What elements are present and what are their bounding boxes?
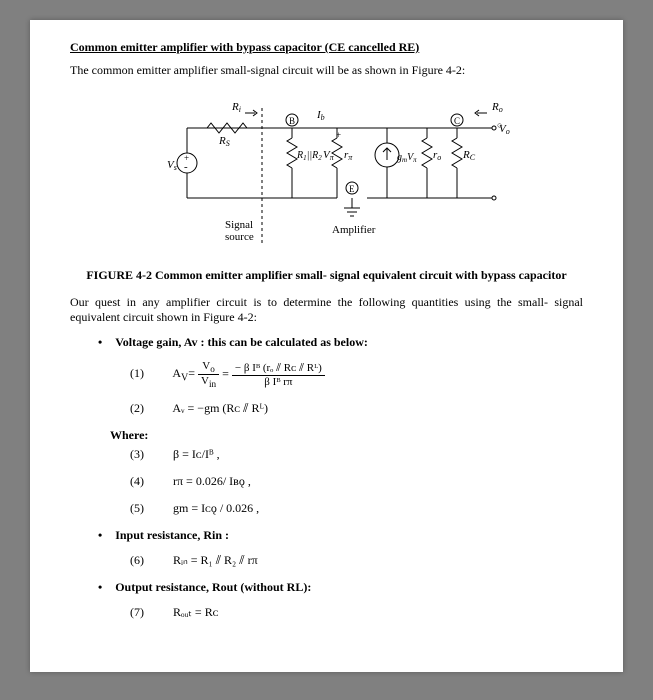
equation-7: (7) Rₒᵤₜ = Rᴄ — [130, 605, 583, 620]
equation-5: (5) gm = Iᴄǫ / 0.026 , — [130, 501, 583, 516]
svg-text:+: + — [336, 130, 341, 140]
equation-1: (1) AV= Vo Vin = − β Iᴮ (rₒ ⫽ Rᴄ ⫽ Rᴸ) β… — [130, 360, 583, 389]
bullet-voltage-gain: Voltage gain, Av : this can be calculate… — [98, 335, 583, 350]
svg-text:Ri: Ri — [231, 101, 241, 114]
svg-text:Signal: Signal — [225, 219, 253, 231]
svg-text:RS: RS — [218, 135, 230, 148]
svg-text:gmVπ: gmVπ — [397, 152, 417, 164]
svg-text:E: E — [349, 184, 355, 194]
bullet-label: Output resistance, Rout (without RL): — [115, 580, 311, 594]
svg-text:Vs: Vs — [167, 159, 177, 172]
bullet-input-res: Input resistance, Rin : — [98, 528, 583, 543]
bullet-output-res: Output resistance, Rout (without RL): — [98, 580, 583, 595]
circuit-figure: Ri Ro B C E Ib RS Vs + - R1||R2 Vπ rπ + … — [70, 88, 583, 258]
circuit-svg: Ri Ro B C E Ib RS Vs + - R1||R2 Vπ rπ + … — [137, 88, 517, 258]
svg-text:rπ: rπ — [344, 149, 353, 162]
svg-text:source: source — [225, 231, 254, 243]
equation-3: (3) β = Iᴄ/Iᴮ , — [130, 447, 583, 462]
document-page: Common emitter amplifier with bypass cap… — [30, 20, 623, 672]
svg-text:R1||R2: R1||R2 — [296, 150, 322, 162]
equation-4: (4) rπ = 0.026/ Iʙǫ , — [130, 474, 583, 489]
svg-text:RC: RC — [462, 149, 476, 162]
svg-text:Ib: Ib — [316, 109, 325, 122]
bullet-label: Input resistance, Rin : — [115, 528, 229, 542]
svg-text:C: C — [454, 116, 460, 126]
equation-6: (6) Rᵢₙ = R₁ ⫽ R₂ ⫽ rπ — [130, 553, 583, 568]
svg-text:Vπ: Vπ — [323, 149, 335, 162]
svg-text:ro: ro — [433, 149, 441, 162]
svg-text:○: ○ — [497, 120, 502, 130]
equation-2: (2) Aᵥ = −gm (Rᴄ ⫽ Rᴸ) — [130, 401, 583, 416]
svg-text:B: B — [289, 116, 295, 126]
paragraph-1: Our quest in any amplifier circuit is to… — [70, 295, 583, 325]
svg-text:Ro: Ro — [491, 101, 503, 114]
intro-text: The common emitter amplifier small-signa… — [70, 63, 583, 78]
figure-caption: FIGURE 4-2 Common emitter amplifier smal… — [70, 268, 583, 283]
bullet-label: Voltage gain, Av : this can be calculate… — [115, 335, 368, 349]
page-title: Common emitter amplifier with bypass cap… — [70, 40, 583, 55]
svg-text:-: - — [184, 161, 188, 173]
svg-text:Amplifier: Amplifier — [332, 224, 376, 236]
where-label: Where: — [110, 428, 583, 443]
